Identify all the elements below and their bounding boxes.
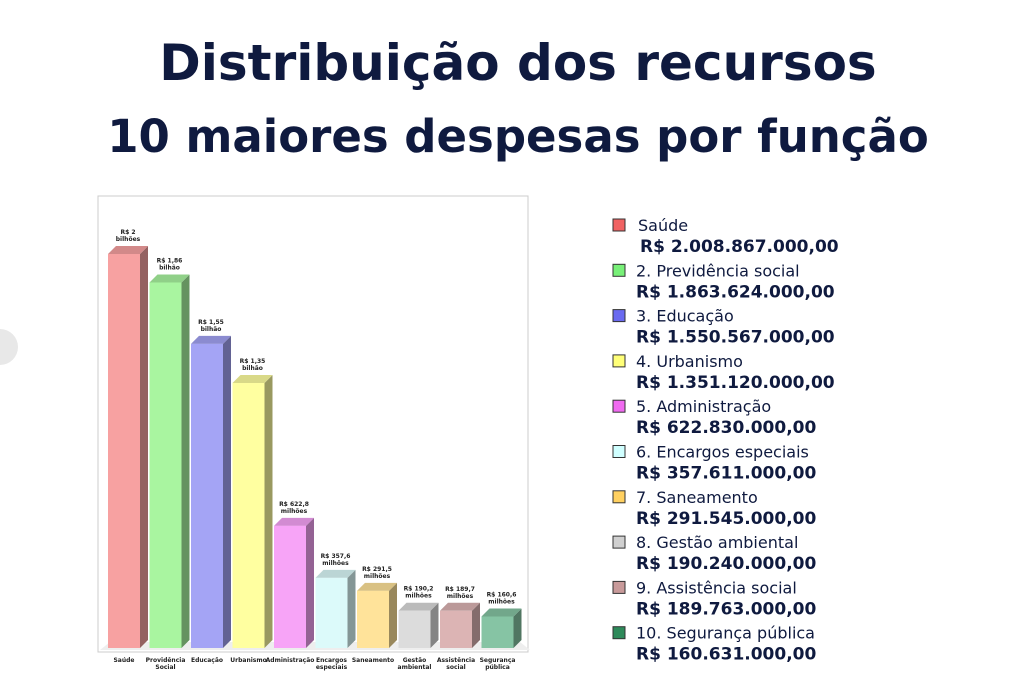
legend-label: 4. Urbanismo (636, 352, 743, 371)
data-label: R$ 190,2 milhões (404, 586, 434, 600)
x-tick-label: Administração (266, 657, 315, 664)
legend-swatch (612, 263, 626, 277)
legend-label: 3. Educação (636, 307, 734, 326)
x-tick-label: Providência Social (146, 657, 186, 671)
legend-amount: R$ 291.545.000,00 (636, 509, 816, 529)
bar-top (108, 246, 148, 254)
chart-subtitle: 10 maiores despesas por função (107, 110, 929, 163)
legend-label: 10. Segurança pública (636, 624, 815, 643)
chart-title: Distribuição dos recursos (159, 34, 876, 92)
bar-side (513, 608, 522, 648)
legend-amount: R$ 622.830.000,00 (636, 418, 816, 438)
data-label: R$ 1,35 bilhão (240, 358, 266, 372)
legend-amount: R$ 2.008.867.000,00 (640, 237, 839, 257)
data-label: R$ 189,7 milhões (445, 586, 475, 600)
legend-label: 5. Administração (636, 397, 771, 416)
legend-swatch (612, 399, 626, 413)
x-tick-label: Educação (191, 657, 223, 664)
legend-label: 2. Previdência social (636, 261, 800, 280)
legend-amount: R$ 189.763.000,00 (636, 599, 816, 619)
legend-label: 9. Assistência social (636, 578, 797, 597)
bar (108, 254, 140, 648)
data-label: R$ 622,8 milhões (279, 501, 309, 515)
bar-side (472, 602, 480, 648)
data-label: R$ 1,86 bilhão (157, 257, 183, 271)
bar (315, 577, 348, 648)
data-label: R$ 357,6 milhões (321, 553, 351, 567)
bar-side (430, 602, 439, 648)
data-label: R$ 160,6 milhões (487, 591, 517, 605)
legend-swatch (612, 309, 626, 323)
bar (191, 343, 223, 648)
legend-swatch (612, 626, 626, 640)
bar-side (181, 274, 190, 648)
bar-side (389, 582, 397, 648)
legend-amount: R$ 1.351.120.000,00 (636, 373, 835, 393)
legend-label: 8. Gestão ambiental (636, 533, 798, 552)
legend-swatch (612, 218, 626, 232)
nav-handle (0, 329, 18, 365)
legend-swatch (612, 535, 626, 549)
bar (481, 616, 514, 648)
x-tick-label: Gestão ambiental (398, 657, 432, 671)
legend-swatch (612, 354, 626, 368)
bar (398, 610, 431, 648)
x-tick-label: Segurança pública (480, 657, 516, 671)
legend-label: 6. Encargos especiais (636, 443, 809, 462)
x-tick-label: Urbanismo (230, 657, 266, 664)
bar-top (315, 569, 356, 578)
legend-label: Saúde (638, 216, 688, 235)
legend-swatch (612, 580, 626, 594)
x-tick-label: Encargos especiais (316, 657, 348, 671)
legend-amount: R$ 357.611.000,00 (636, 464, 816, 484)
bar (149, 282, 182, 648)
data-label: R$ 1,55 bilhão (198, 319, 224, 333)
bar (357, 590, 389, 648)
bar-side (223, 335, 231, 648)
legend-amount: R$ 1.550.567.000,00 (636, 328, 835, 348)
bar-top (357, 582, 397, 591)
legend-swatch (612, 445, 626, 458)
bar-top (191, 335, 231, 344)
bar-top (274, 517, 314, 526)
legend-swatch (612, 490, 626, 504)
bar (232, 383, 265, 648)
bar-top (481, 608, 522, 617)
data-label: R$ 2 bilhões (116, 229, 141, 243)
legend-amount: R$ 190.240.000,00 (636, 554, 816, 574)
bar-top (440, 602, 480, 611)
bar-side (347, 569, 356, 648)
bar-top (149, 274, 190, 283)
bar-top (232, 375, 273, 384)
bar (440, 610, 472, 648)
bar-side (306, 517, 314, 648)
legend-amount: R$ 1.863.624.000,00 (636, 282, 835, 302)
legend-amount: R$ 160.631.000,00 (636, 645, 816, 665)
bar-top (398, 602, 439, 611)
data-label: R$ 291,5 milhões (362, 566, 392, 580)
bar-side (140, 246, 148, 648)
x-tick-label: Assistência social (437, 657, 475, 671)
bar (274, 525, 306, 648)
x-tick-label: Saneamento (352, 657, 394, 664)
legend-label: 7. Saneamento (636, 488, 758, 507)
x-tick-label: Saúde (113, 657, 134, 664)
bar-side (264, 375, 273, 648)
